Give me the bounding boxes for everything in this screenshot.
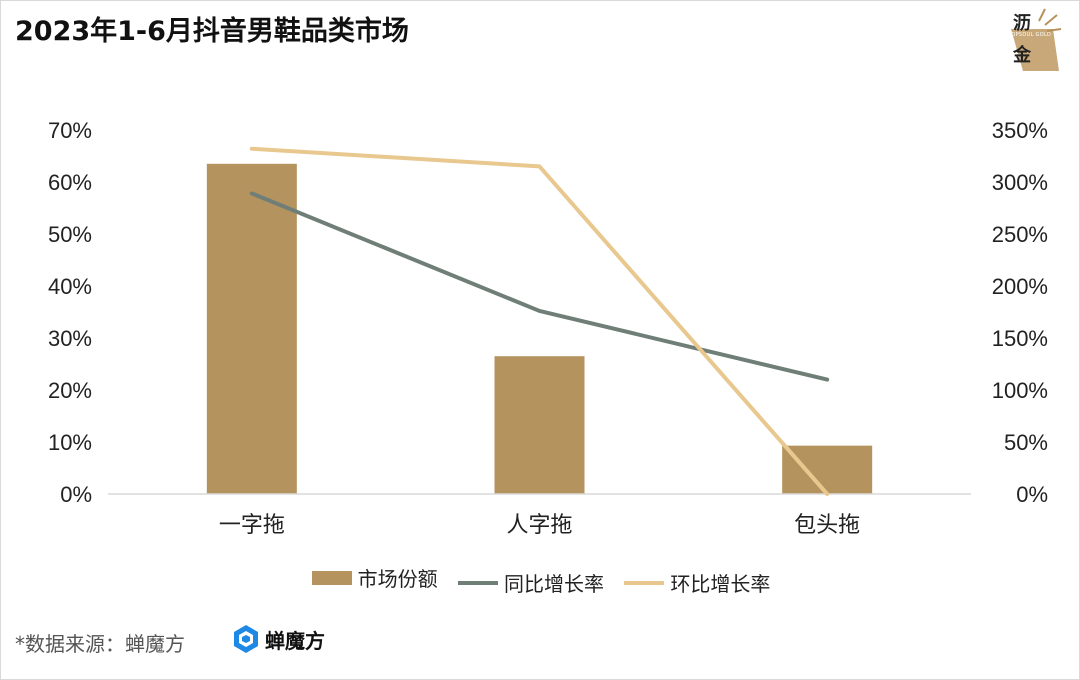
y-left-tick-label: 0%: [60, 482, 92, 507]
x-tick-label: 人字拖: [506, 513, 572, 538]
legend-item-yoy: 同比增长率: [458, 568, 604, 597]
y-right-tick-label: 50%: [1004, 430, 1048, 455]
legend-item-mom: 环比增长率: [624, 568, 770, 597]
y-left-tick-label: 20%: [48, 378, 92, 403]
brand-mark: 蝉魔方: [233, 624, 325, 654]
y-right-tick-label: 200%: [992, 274, 1048, 299]
logo-char-1: 沥: [1013, 13, 1031, 34]
y-left-tick-label: 10%: [48, 430, 92, 455]
y-left-tick-label: 50%: [48, 222, 92, 247]
bar-2: [782, 445, 873, 494]
legend-item-share: 市场份额: [311, 563, 438, 592]
combo-chart: 0% 10% 20% 30% 40% 50% 60% 70% 0% 50% 100% 150% 200%…: [48, 118, 1048, 538]
series-line-2: [249, 146, 830, 496]
logo-small-text: TOPSOUL GOLD: [1008, 32, 1052, 38]
y-right-tick-label: 350%: [992, 118, 1048, 143]
legend-swatch-yoy: [458, 580, 498, 585]
y-left-tick-label: 70%: [48, 118, 92, 143]
y-right-tick-label: 250%: [992, 222, 1048, 247]
y-right-tick-label: 300%: [992, 170, 1048, 195]
y-left-tick-label: 60%: [48, 170, 92, 195]
x-tick-label: 包头拖: [794, 513, 860, 538]
bar-0: [206, 163, 297, 495]
legend-swatch-bar: [311, 570, 352, 585]
y-right-tick-label: 0%: [1016, 482, 1048, 507]
y-right-tick-label: 150%: [992, 326, 1048, 351]
chanmofang-logo-icon: [234, 625, 258, 653]
source-note: *数据来源：蝉魔方: [15, 632, 185, 656]
brand-name: 蝉魔方: [265, 628, 325, 653]
legend-label-share: 市场份额: [357, 567, 438, 591]
logo-char-2: 金: [1013, 45, 1031, 66]
chart-title: 2023年1-6月抖音男鞋品类市场: [15, 16, 409, 47]
y-left-tick-label: 30%: [48, 326, 92, 351]
chart-legend: 市场份额 同比增长率 环比增长率: [1, 563, 1080, 597]
y-left-tick-label: 40%: [48, 274, 92, 299]
bar-1: [494, 356, 585, 494]
series-line-1: [249, 191, 830, 382]
x-tick-label: 一字拖: [219, 513, 285, 538]
legend-label-mom: 环比增长率: [670, 572, 771, 596]
legend-swatch-mom: [624, 580, 665, 585]
y-right-tick-label: 100%: [992, 378, 1048, 403]
legend-label-yoy: 同比增长率: [504, 572, 604, 596]
logo-icon: [1011, 8, 1062, 71]
